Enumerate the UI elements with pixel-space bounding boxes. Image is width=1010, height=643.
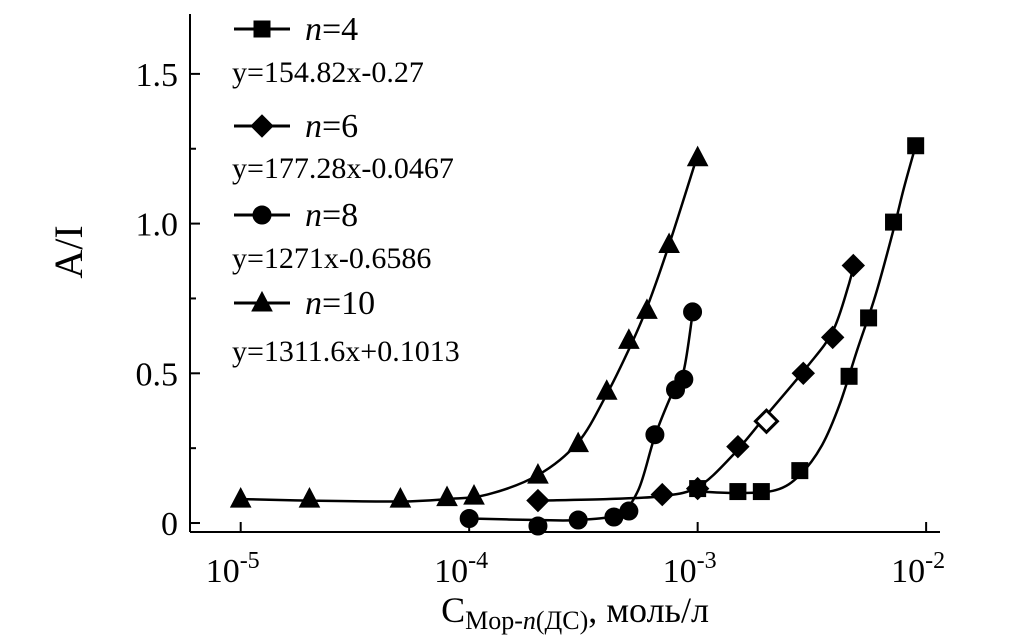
x-axis-label-sub-end: (ДС) — [536, 606, 588, 635]
data-point-square — [840, 367, 858, 385]
data-point-diamond — [526, 488, 550, 513]
data-point-triangle — [463, 483, 485, 505]
x-tick-label: 10-5 — [206, 548, 260, 590]
data-point-triangle — [436, 485, 458, 507]
y-tick-label: 1.0 — [136, 207, 179, 244]
x-axis-label-sub-italic: n — [523, 606, 536, 635]
fit-curve-4 — [240, 154, 699, 503]
legend-marker-diamond — [250, 114, 274, 138]
legend-equation: y=1271x-0.6586 — [232, 242, 431, 275]
data-point-triangle — [686, 145, 709, 167]
data-point-square — [752, 483, 770, 501]
data-point-diamond — [753, 408, 780, 435]
data-markers — [229, 137, 925, 536]
legend-label: n=6 — [305, 108, 358, 145]
data-point-triangle — [527, 463, 549, 484]
y-tick-label: 1.5 — [136, 57, 179, 94]
data-point-circle — [568, 510, 588, 530]
legend-equation: y=154.82x-0.27 — [232, 56, 424, 89]
data-point-triangle — [389, 486, 412, 508]
data-point-square — [860, 309, 878, 327]
data-point-diamond — [791, 361, 816, 386]
data-point-square — [907, 137, 925, 155]
legend-equation: y=1311.6x+0.1013 — [232, 335, 460, 368]
data-point-circle — [645, 425, 665, 445]
y-tick-label: 0 — [161, 506, 178, 543]
data-point-triangle — [229, 486, 252, 508]
data-point-square — [729, 483, 747, 501]
data-point-triangle — [298, 486, 321, 508]
legend-equation: y=177.28x-0.0467 — [232, 152, 454, 185]
x-axis-label-sub: Mор- — [465, 606, 523, 635]
data-point-diamond — [820, 325, 845, 350]
legend-marker-square — [253, 20, 271, 38]
data-point-circle — [528, 516, 548, 536]
axes — [189, 14, 940, 533]
x-tick-label: 10-2 — [891, 548, 945, 590]
legend: n=4 y=154.82x-0.27 n=6 y=177.28x-0.0467 n=8 y… — [232, 11, 460, 368]
ticks: 0 0.5 1.0 1.5 10-5 10-4 10-3 10-2 — [136, 57, 946, 590]
legend-marker-triangle — [251, 290, 273, 312]
x-axis-label: CMор-n(ДС), моль/л — [441, 590, 709, 635]
data-point-triangle — [595, 379, 618, 400]
data-point-circle — [683, 302, 703, 322]
legend-label: n=4 — [305, 11, 358, 48]
data-point-square — [791, 462, 809, 480]
data-point-square — [885, 213, 903, 231]
data-point-triangle — [567, 431, 590, 453]
x-tick-label: 10-4 — [434, 548, 488, 590]
legend-marker-circle — [252, 205, 272, 225]
x-axis-label-main: C — [441, 590, 465, 630]
y-tick-label: 0.5 — [136, 356, 179, 393]
fit-curve-2 — [537, 265, 855, 502]
data-point-triangle — [636, 298, 658, 319]
data-point-triangle — [658, 232, 680, 254]
data-point-triangle — [618, 328, 640, 349]
x-tick-label: 10-3 — [663, 548, 717, 590]
data-point-circle — [619, 501, 639, 521]
legend-label: n=8 — [305, 197, 358, 234]
data-point-circle — [674, 369, 694, 389]
data-point-diamond — [726, 434, 750, 459]
data-point-diamond — [841, 253, 866, 278]
data-point-circle — [459, 509, 479, 529]
x-axis-label-unit: , моль/л — [588, 590, 709, 630]
y-axis-label: A/I — [46, 225, 91, 278]
legend-label: n=10 — [305, 285, 375, 322]
data-point-diamond — [650, 482, 674, 507]
data-point-diamond — [685, 476, 710, 501]
